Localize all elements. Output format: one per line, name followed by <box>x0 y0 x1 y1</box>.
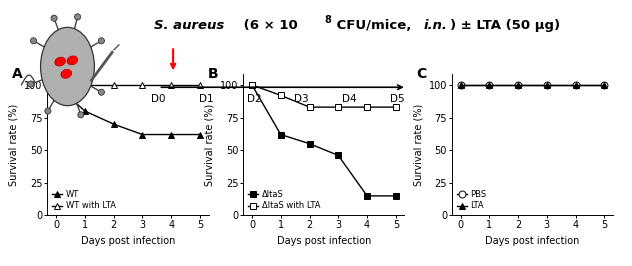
ΔltaS <box>277 133 284 136</box>
Line: WT: WT <box>52 81 204 138</box>
WT <box>196 133 204 136</box>
WT with LTA <box>138 83 146 86</box>
Text: D1: D1 <box>199 94 214 104</box>
Y-axis label: Survival rate (%): Survival rate (%) <box>205 104 214 186</box>
X-axis label: Days post infection: Days post infection <box>81 236 175 246</box>
PBS <box>543 83 550 86</box>
Line: LTA: LTA <box>457 81 608 88</box>
Text: CFU/mice,: CFU/mice, <box>332 19 416 32</box>
Legend: WT, WT with LTA: WT, WT with LTA <box>52 189 116 211</box>
Text: B: B <box>208 68 219 81</box>
WT with LTA <box>196 83 204 86</box>
ΔltaS with LTA <box>248 83 256 86</box>
Ellipse shape <box>40 27 94 106</box>
LTA <box>485 83 493 86</box>
WT <box>110 122 118 126</box>
ΔltaS with LTA <box>363 106 371 109</box>
ΔltaS with LTA <box>334 106 342 109</box>
WT with LTA <box>110 83 118 86</box>
PBS <box>514 83 522 86</box>
WT <box>52 83 60 86</box>
Text: D3: D3 <box>295 94 309 104</box>
WT <box>138 133 146 136</box>
Text: 8: 8 <box>324 15 331 25</box>
LTA <box>600 83 608 86</box>
Circle shape <box>99 38 104 44</box>
Circle shape <box>28 81 33 87</box>
PBS <box>457 83 465 86</box>
ΔltaS <box>248 83 256 86</box>
Text: D0: D0 <box>151 94 166 104</box>
X-axis label: Days post infection: Days post infection <box>485 236 580 246</box>
WT <box>81 109 88 113</box>
Line: PBS: PBS <box>457 81 608 88</box>
Text: ) ± LTA (50 μg): ) ± LTA (50 μg) <box>449 19 560 32</box>
PBS <box>572 83 580 86</box>
Text: D2: D2 <box>246 94 261 104</box>
PBS <box>485 83 493 86</box>
Line: ΔltaS with LTA: ΔltaS with LTA <box>248 81 399 111</box>
ΔltaS <box>392 194 399 197</box>
ΔltaS <box>363 194 371 197</box>
Y-axis label: Survival rate (%): Survival rate (%) <box>9 104 18 186</box>
ΔltaS <box>334 154 342 157</box>
LTA <box>572 83 580 86</box>
WT with LTA <box>167 83 175 86</box>
WT with LTA <box>81 83 88 86</box>
Circle shape <box>99 89 104 95</box>
Text: A: A <box>12 68 23 81</box>
WT <box>167 133 175 136</box>
Ellipse shape <box>61 69 71 78</box>
ΔltaS <box>306 142 313 145</box>
Text: (6 × 10: (6 × 10 <box>239 19 298 32</box>
Text: D4: D4 <box>342 94 356 104</box>
LTA <box>514 83 522 86</box>
PBS <box>600 83 608 86</box>
Legend: ΔltaS, ΔltaS with LTA: ΔltaS, ΔltaS with LTA <box>248 189 321 211</box>
Circle shape <box>30 38 37 44</box>
Circle shape <box>75 14 81 20</box>
WT with LTA <box>52 83 60 86</box>
Text: i.n.: i.n. <box>423 19 447 32</box>
LTA <box>543 83 550 86</box>
X-axis label: Days post infection: Days post infection <box>277 236 371 246</box>
Text: C: C <box>416 68 427 81</box>
Legend: PBS, LTA: PBS, LTA <box>456 189 487 211</box>
Ellipse shape <box>67 56 78 65</box>
LTA <box>457 83 465 86</box>
Ellipse shape <box>55 57 66 66</box>
Y-axis label: Survival rate (%): Survival rate (%) <box>413 104 423 186</box>
Circle shape <box>51 15 57 21</box>
Line: ΔltaS: ΔltaS <box>248 81 399 199</box>
Circle shape <box>78 112 84 118</box>
ΔltaS with LTA <box>306 106 313 109</box>
ΔltaS with LTA <box>277 94 284 97</box>
ΔltaS with LTA <box>392 106 399 109</box>
Text: D5: D5 <box>390 94 404 104</box>
Text: S. aureus: S. aureus <box>154 19 224 32</box>
Line: WT with LTA: WT with LTA <box>52 81 204 88</box>
Circle shape <box>45 108 51 114</box>
